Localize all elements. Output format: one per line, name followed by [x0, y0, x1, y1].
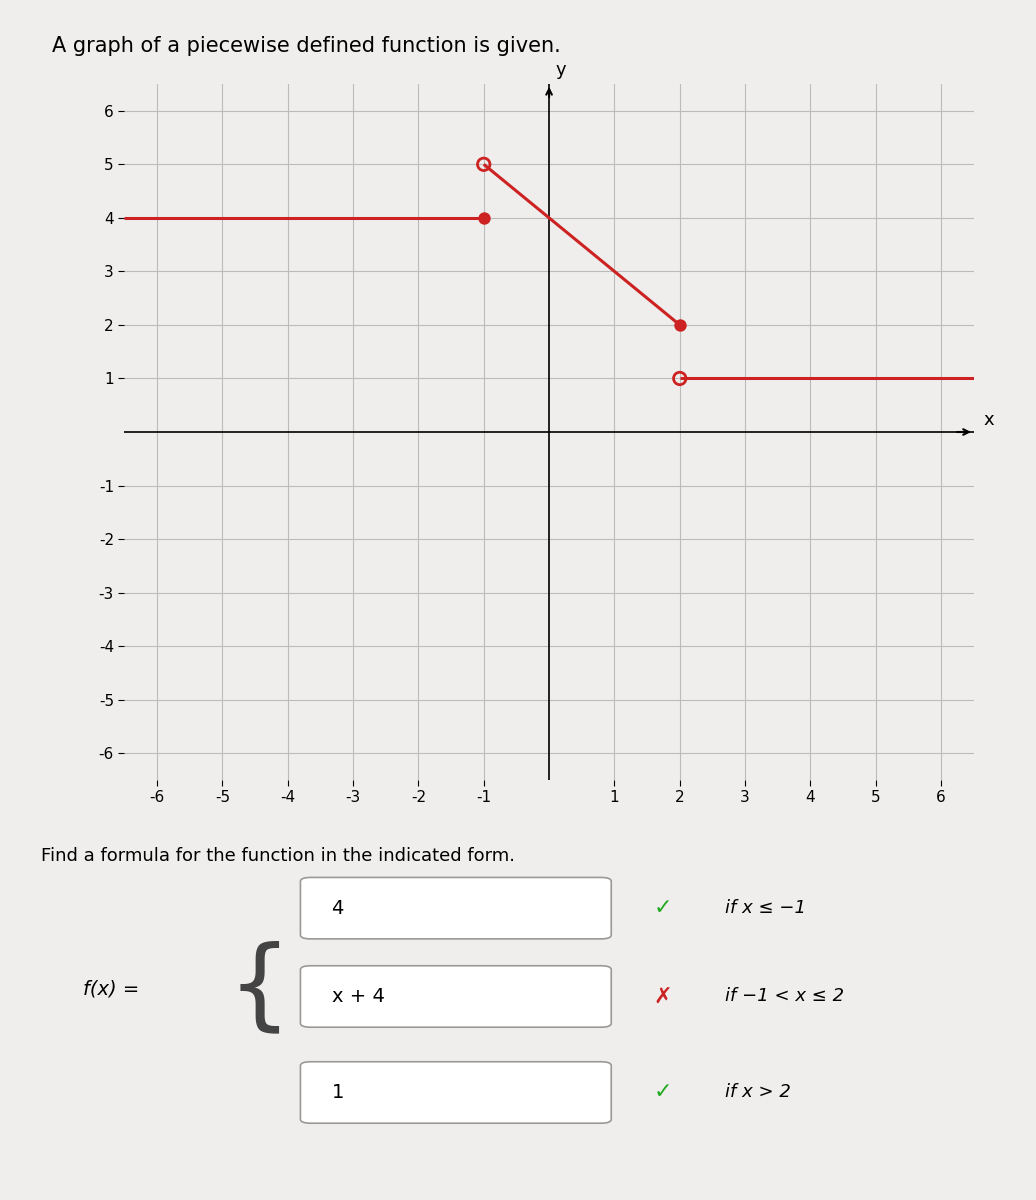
Text: ✗: ✗ [654, 986, 672, 1007]
Text: {: { [228, 941, 291, 1037]
Text: if x > 2: if x > 2 [725, 1084, 792, 1102]
Point [476, 155, 492, 174]
FancyBboxPatch shape [300, 966, 611, 1027]
Text: A graph of a piecewise defined function is given.: A graph of a piecewise defined function … [52, 36, 560, 56]
Text: ✓: ✓ [654, 898, 672, 918]
Text: Find a formula for the function in the indicated form.: Find a formula for the function in the i… [41, 847, 516, 865]
Text: if x ≤ −1: if x ≤ −1 [725, 899, 806, 917]
FancyBboxPatch shape [300, 1062, 611, 1123]
Point [671, 368, 688, 388]
Text: y: y [555, 61, 567, 79]
Text: ✓: ✓ [654, 1082, 672, 1103]
Text: if −1 < x ≤ 2: if −1 < x ≤ 2 [725, 988, 844, 1006]
Point [476, 209, 492, 228]
Text: f(x) =: f(x) = [83, 979, 139, 998]
Text: x + 4: x + 4 [332, 986, 384, 1006]
Text: 1: 1 [332, 1082, 344, 1102]
FancyBboxPatch shape [300, 877, 611, 938]
Text: x: x [983, 412, 995, 430]
Point [671, 316, 688, 335]
Text: 4: 4 [332, 899, 344, 918]
